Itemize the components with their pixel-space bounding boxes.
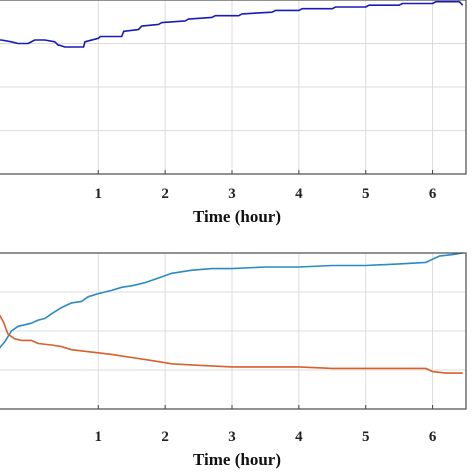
x-tick-label: 1 — [95, 429, 103, 445]
x-tick-label: 1 — [95, 186, 103, 202]
x-tick-label: 3 — [228, 429, 236, 445]
series-line-1 — [0, 0, 464, 48]
x-tick-label: 5 — [362, 186, 370, 202]
chart-panel-bottom: 1 2 3 4 5 6 Time (hour) — [0, 252, 467, 469]
x-axis-title: Time (hour) — [193, 207, 281, 226]
x-axis-title: Time (hour) — [193, 450, 281, 469]
x-tick-label: 6 — [429, 186, 437, 202]
x-tick-label: 5 — [362, 429, 370, 445]
x-tick-label: 4 — [295, 186, 303, 202]
x-tick-label: 2 — [161, 186, 169, 202]
axes-frame — [0, 252, 467, 410]
x-tick-label: 2 — [161, 429, 169, 445]
x-tick-label: 3 — [228, 186, 236, 202]
x-tick-label: 6 — [429, 429, 437, 445]
axes-frame — [0, 0, 467, 175]
series-line-2 — [0, 314, 463, 374]
chart-panel-top: 1 2 3 4 5 6 Time (hour) — [0, 0, 467, 226]
x-tick-label: 4 — [295, 429, 303, 445]
series-line-1 — [0, 252, 463, 349]
